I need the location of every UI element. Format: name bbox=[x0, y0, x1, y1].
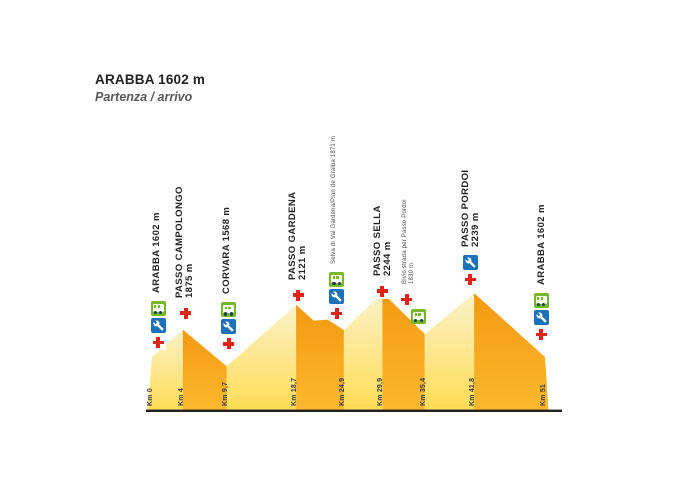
km-marker-label: Km 0 bbox=[147, 388, 154, 406]
shuttle-bus-icon bbox=[329, 272, 345, 287]
km-marker-label: Km 4 bbox=[177, 388, 185, 406]
medical-aid-icon bbox=[329, 306, 345, 321]
mechanical-assistance-icon bbox=[221, 319, 237, 335]
landmark-label-arabba-start: ARABBA 1602 m bbox=[151, 212, 163, 293]
mountain-face-dark bbox=[474, 293, 549, 410]
km-marker-label: Km 41,8 bbox=[469, 377, 477, 406]
mountain-face-light bbox=[343, 292, 383, 410]
medical-aid-icon bbox=[462, 272, 478, 288]
medical-aid-icon bbox=[533, 327, 549, 342]
start-finish-title: ARABBA 1602 m bbox=[95, 72, 206, 87]
mechanical-assistance-icon bbox=[533, 310, 549, 325]
landmark-label-passo-campolongo: PASSO CAMPOLONGO 1875 m bbox=[174, 185, 195, 298]
title-block: ARABBA 1602 m Partenza / arrivo bbox=[95, 72, 205, 104]
shuttle-bus-icon bbox=[411, 309, 427, 325]
baseline bbox=[146, 409, 562, 412]
mountain-face-dark bbox=[182, 329, 227, 410]
medical-aid-icon bbox=[374, 283, 390, 299]
landmark-label-passo-gardena: PASSO GARDENA 2121 m bbox=[286, 191, 308, 280]
km-marker-label: Km 51 bbox=[540, 383, 547, 406]
km-marker-label: Km 9,7 bbox=[221, 381, 229, 406]
medical-aid-icon bbox=[221, 336, 237, 352]
medical-aid-icon bbox=[178, 305, 194, 321]
landmark-label-arabba-finish: ARABBA 1602 m bbox=[536, 204, 548, 285]
km-marker-label: Km 29,9 bbox=[377, 377, 385, 406]
mountain-face-light bbox=[226, 304, 297, 410]
shuttle-bus-icon bbox=[150, 301, 166, 316]
mechanical-assistance-icon bbox=[329, 289, 345, 304]
start-finish-subtitle: Partenza / arrivo bbox=[95, 90, 193, 104]
shuttle-bus-icon bbox=[221, 302, 237, 318]
landmark-label-corvara: CORVARA 1568 m bbox=[221, 207, 232, 295]
landmark-label-selva-plan-de-gralba: Selva di Val Gardena/Plan de Gralba 1871… bbox=[331, 135, 338, 264]
landmark-label-passo-pordoi: PASSO PORDOI 2239 m bbox=[459, 169, 481, 248]
mountain-face-light bbox=[147, 329, 183, 410]
medical-aid-icon bbox=[399, 292, 415, 308]
medical-aid-icon bbox=[150, 335, 166, 350]
landmark-label-bivio-passo-pordoi: Bivio strada per Passo Pordoi 1830 m bbox=[401, 199, 415, 285]
mechanical-assistance-icon bbox=[150, 318, 166, 333]
medical-aid-icon bbox=[290, 287, 306, 303]
mountain-face-dark bbox=[382, 292, 425, 410]
km-marker-label: Km 35,4 bbox=[419, 377, 427, 406]
mountain-face-light bbox=[424, 293, 475, 410]
landmark-label-passo-sella: PASSO SELLA 2244 m bbox=[371, 204, 393, 276]
shuttle-bus-icon bbox=[533, 293, 549, 308]
km-marker-label: Km 24,9 bbox=[338, 377, 346, 406]
mechanical-assistance-icon bbox=[462, 255, 478, 271]
mountain-face-dark bbox=[296, 304, 344, 410]
km-marker-label: Km 18,7 bbox=[291, 377, 299, 406]
